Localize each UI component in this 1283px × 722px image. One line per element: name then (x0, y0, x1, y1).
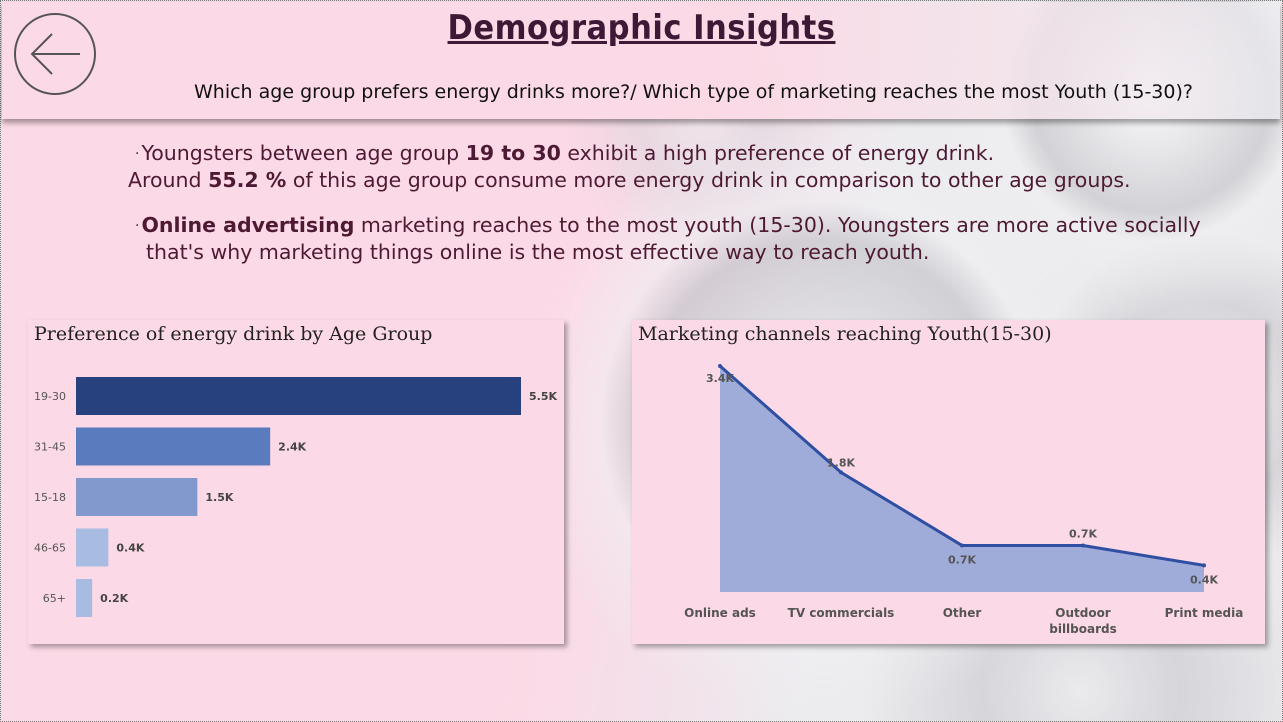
back-button[interactable] (14, 13, 96, 95)
marketing-data-label: 0.7K (948, 553, 976, 566)
marketing-data-label: 3.4K (706, 372, 734, 385)
age-data-label: 5.5K (529, 390, 557, 403)
data-point[interactable] (839, 470, 843, 475)
area-fill (720, 366, 1204, 592)
page-subtitle: Which age group prefers energy drinks mo… (194, 81, 1193, 103)
marketing-data-label: 0.7K (1069, 527, 1097, 540)
insight-line-4: that's why marketing things online is th… (146, 240, 930, 264)
bullet: · (135, 218, 140, 234)
age-tick-label: 31-45 (34, 441, 66, 454)
highlight-age-range: 19 to 30 (465, 141, 561, 165)
channel-tick-label: Print media (1165, 606, 1244, 620)
age-data-label: 0.2K (100, 592, 128, 605)
age-data-label: 1.5K (205, 491, 233, 504)
insight-line-2: Around 55.2 % of this age group consume … (128, 168, 1131, 192)
age-data-label: 2.4K (278, 441, 306, 454)
age-bar[interactable] (76, 528, 109, 567)
channel-tick-label: Other (943, 606, 982, 620)
data-point[interactable] (718, 364, 722, 368)
age-tick-label: 15-18 (34, 491, 66, 504)
data-point[interactable] (1081, 543, 1085, 548)
insight-line-1: ·Youngsters between age group 19 to 30 e… (135, 141, 995, 165)
age-group-chart-panel: Preference of energy drink by Age Group … (28, 320, 564, 644)
insight-line-3: ·Online advertising marketing reaches to… (135, 213, 1201, 237)
data-point[interactable] (1202, 563, 1206, 568)
age-group-bar-chart: 19-30 5.5K 31-45 2.4K 15-18 1.5K 46-65 0.4K 65+ 0… (34, 377, 557, 617)
channel-tick-label: TV commercials (788, 606, 895, 620)
page-title: Demographic Insights (447, 8, 836, 48)
header-bar (2, 2, 1280, 119)
marketing-area-chart: 3.4K 1.8K 0.7K 0.7K 0.4K Online ads TV commerc… (684, 364, 1244, 636)
age-tick-label: 65+ (43, 592, 66, 605)
marketing-data-label: 0.4K (1190, 573, 1218, 586)
age-bar[interactable] (76, 377, 521, 415)
age-data-label: 0.4K (116, 542, 144, 555)
channel-tick-label: Online ads (684, 606, 756, 620)
age-tick-label: 46-65 (34, 542, 66, 555)
marketing-data-label: 1.8K (827, 456, 855, 469)
highlight-percentage: 55.2 % (208, 168, 287, 192)
age-bar[interactable] (76, 427, 271, 466)
highlight-channel: Online advertising (141, 213, 355, 237)
arrow-left-icon (30, 33, 80, 75)
age-bar[interactable] (76, 478, 198, 516)
channel-tick-label: Outdoor billboards (1049, 606, 1117, 636)
age-bar[interactable] (76, 579, 93, 617)
marketing-chart-title: Marketing channels reaching Youth(15-30) (638, 323, 1052, 345)
data-point[interactable] (960, 543, 964, 548)
age-tick-label: 19-30 (34, 390, 66, 403)
bullet: · (135, 146, 140, 162)
marketing-chart-panel: Marketing channels reaching Youth(15-30)… (632, 320, 1265, 644)
age-chart-title: Preference of energy drink by Age Group (34, 323, 433, 345)
